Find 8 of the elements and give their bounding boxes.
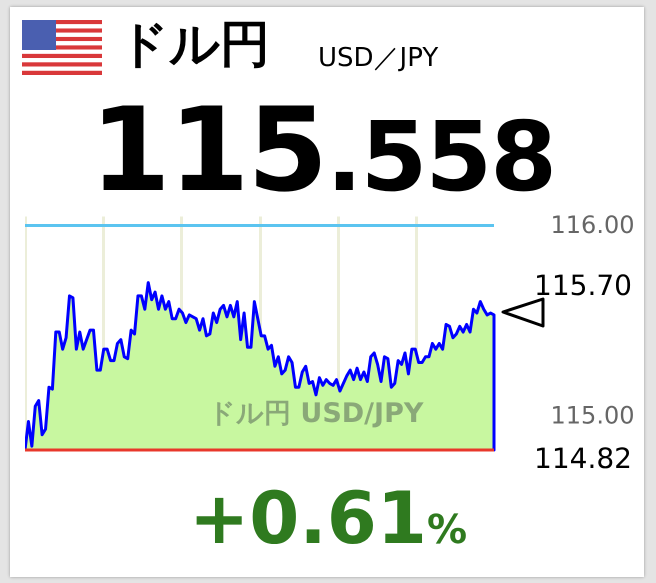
chart-title: ドル円 [118,14,270,74]
ref-line-label: 114.82 [534,442,632,475]
text: 115.70 [534,268,632,304]
chart-subtitle: USD／JPY [318,42,438,74]
annotation: ドル円 USD/JPY [208,397,424,431]
y-tick-label: 115.00 [550,401,634,430]
y-tick-label: 116.00 [550,211,634,240]
text: +0.61% [188,476,468,560]
